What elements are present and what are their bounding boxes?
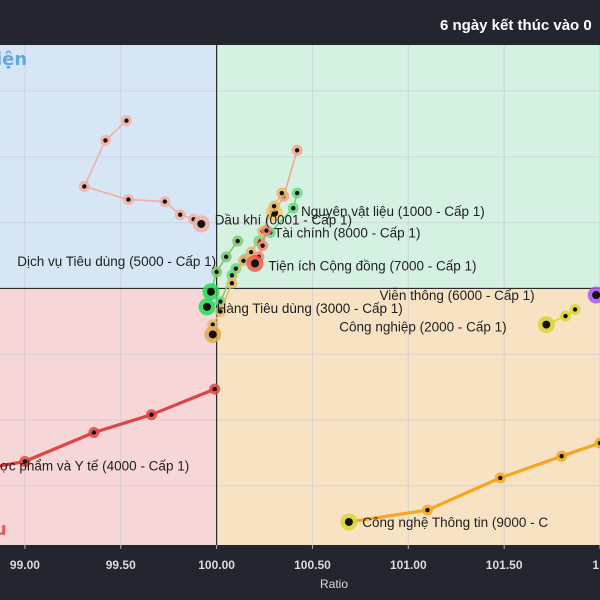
x-tick-label: 100.50 (294, 558, 331, 572)
x-tick-label: 1 (592, 558, 599, 572)
point-label: Công nghiệp (2000 - Cấp 1) (339, 320, 506, 335)
series-point-center (279, 190, 284, 196)
series-point-center (197, 219, 206, 228)
x-tick-label: 101.50 (486, 558, 523, 572)
series-point-center (592, 291, 600, 299)
series-point (594, 437, 600, 449)
series-point-center (597, 440, 600, 446)
quadrant-top-left (0, 45, 217, 289)
series-line (210, 240, 239, 293)
series-point-center (294, 148, 300, 153)
quadrant-label-top-left: iện (0, 49, 27, 70)
series-trail (340, 437, 600, 531)
series-point-center (126, 197, 131, 202)
x-axis-title: Ratio (320, 577, 348, 591)
series-point-center (248, 250, 254, 255)
point-label: Tiện ích Cộng đồng (7000 - Cấp 1) (268, 258, 476, 273)
series-point-center (214, 269, 219, 275)
point-label: Dầu khí (0001 - Cấp 1) (215, 212, 352, 227)
series-point-center (206, 287, 215, 296)
x-tick-label: 101.00 (390, 558, 427, 572)
point-label: ợc phẩm và Y tế (4000 - Cấp 1) (0, 458, 189, 473)
series-point-center (235, 238, 240, 244)
quadrant-bottom-left (0, 288, 217, 545)
series-point-center (229, 273, 235, 278)
series-trail (202, 235, 244, 301)
x-tick-label: 99.00 (10, 558, 40, 572)
series-point-center (212, 386, 217, 392)
top-bar-background (0, 0, 600, 45)
series-point-center (149, 412, 154, 417)
series-point-center (229, 280, 235, 286)
series-point-center (260, 243, 265, 248)
series-point-center (291, 205, 296, 211)
series-point-center (208, 330, 217, 339)
series-point-center (223, 254, 229, 260)
point-label: Hàng Tiêu dùng (3000 - Cấp 1) (217, 301, 403, 316)
point-label: Tài chính (8000 - Cấp 1) (274, 226, 420, 241)
chart-title: 6 ngày kết thúc vào 0 (440, 17, 592, 34)
series-point-center (344, 517, 353, 526)
top-bar: 6 ngày kết thúc vào 0 (0, 0, 600, 45)
quadrant-labels: iện u (0, 49, 27, 540)
series-point-center (210, 322, 215, 327)
series-point-center (218, 299, 223, 304)
series-point-center (82, 184, 87, 189)
series-point-center (103, 138, 108, 143)
series-point-center (233, 266, 238, 271)
series-point-center (22, 459, 28, 464)
series-trail (537, 303, 581, 334)
series-point-center (271, 203, 277, 209)
series-point-center (425, 507, 430, 513)
x-axis: 99.00 99.50 100.00 100.50 101.00 101.50 1 (0, 545, 600, 600)
point-label: Viễn thông (6000 - Cấp 1) (380, 288, 535, 303)
series-point-center (559, 453, 564, 459)
quadrant-label-bottom-left: u (0, 519, 7, 540)
series-trail (78, 115, 210, 233)
series-point-center (91, 430, 97, 435)
x-axis-band (0, 545, 600, 600)
series-point-center (241, 258, 246, 263)
series-trail (246, 225, 272, 272)
x-tick-label: 100.00 (198, 558, 235, 572)
series-point-center (124, 118, 129, 123)
point-labels: Dịch vụ Tiêu dùng (5000 - Cấp 1) Dầu khí … (0, 204, 548, 530)
point-label: Nguyên vật liệu (1000 - Cấp 1) (301, 204, 485, 219)
series-point-center (264, 228, 269, 233)
series-point-center (294, 190, 300, 196)
series-point-center (572, 307, 578, 312)
x-tick-label: 99.50 (106, 558, 136, 572)
series-point-center (498, 475, 503, 481)
series-trail (0, 383, 221, 468)
series-trail (587, 286, 600, 304)
series-point-center (250, 259, 259, 268)
series-point-center (218, 309, 223, 314)
series-point-center (563, 313, 568, 319)
point-label: Công nghệ Thông tin (9000 - C (362, 515, 548, 530)
series-point-center (542, 320, 551, 329)
series-point-center (162, 199, 168, 204)
series-point-center (203, 302, 212, 311)
point-label: Dịch vụ Tiêu dùng (5000 - Cấp 1) (17, 254, 216, 269)
series-point-center (177, 212, 183, 217)
series-trails (0, 115, 600, 531)
